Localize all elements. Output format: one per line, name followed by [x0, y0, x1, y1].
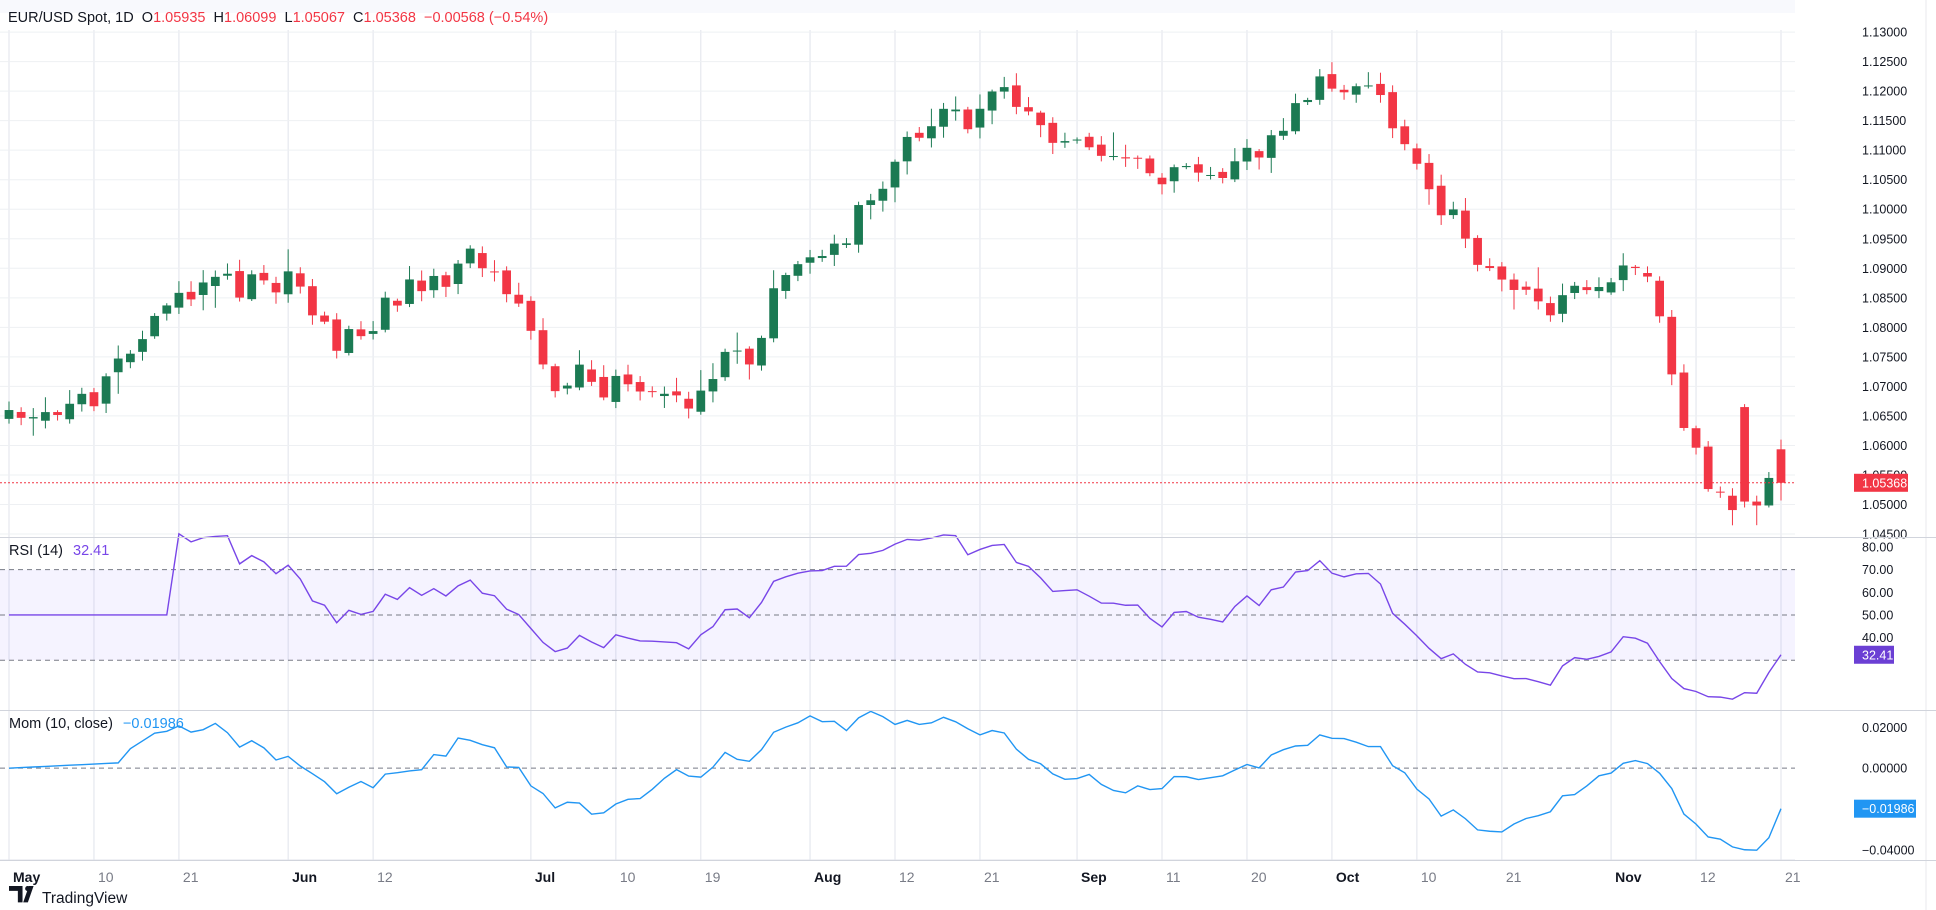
svg-text:21: 21: [1785, 869, 1801, 885]
svg-text:21: 21: [183, 869, 199, 885]
svg-text:Oct: Oct: [1336, 869, 1360, 885]
svg-text:1.08000: 1.08000: [1862, 321, 1907, 335]
svg-text:1.10500: 1.10500: [1862, 173, 1907, 187]
svg-text:RSI (14): RSI (14): [9, 543, 63, 559]
svg-text:12: 12: [377, 869, 393, 885]
svg-text:1.07500: 1.07500: [1862, 350, 1907, 364]
svg-text:70.00: 70.00: [1862, 563, 1893, 577]
svg-text:Nov: Nov: [1615, 869, 1642, 885]
svg-text:−0.01986: −0.01986: [1862, 802, 1915, 816]
svg-text:L: L: [276, 10, 292, 26]
svg-text:1.13000: 1.13000: [1862, 26, 1907, 40]
svg-text:11: 11: [1166, 869, 1181, 885]
svg-text:1.06500: 1.06500: [1862, 409, 1907, 423]
svg-text:Jul: Jul: [535, 869, 555, 885]
svg-text:May: May: [13, 869, 40, 885]
svg-text:−0.04000: −0.04000: [1862, 843, 1915, 857]
svg-text:1.09000: 1.09000: [1862, 262, 1907, 276]
svg-text:1.12500: 1.12500: [1862, 55, 1907, 69]
svg-text:1.05935: 1.05935: [153, 10, 205, 26]
svg-text:1.06099: 1.06099: [224, 10, 276, 26]
svg-text:12: 12: [899, 869, 915, 885]
svg-text:1.04500: 1.04500: [1862, 528, 1907, 542]
svg-text:1.10000: 1.10000: [1862, 203, 1907, 217]
svg-text:60.00: 60.00: [1862, 586, 1893, 600]
svg-text:C: C: [345, 10, 364, 26]
svg-text:1.11500: 1.11500: [1862, 114, 1906, 128]
svg-text:1.05067: 1.05067: [293, 10, 345, 26]
svg-text:10: 10: [620, 869, 636, 885]
svg-text:21: 21: [1506, 869, 1522, 885]
svg-text:Sep: Sep: [1081, 869, 1107, 885]
svg-text:32.41: 32.41: [1862, 648, 1893, 662]
svg-text:20: 20: [1251, 869, 1267, 885]
svg-text:21: 21: [984, 869, 1000, 885]
svg-text:12: 12: [1700, 869, 1716, 885]
svg-text:19: 19: [705, 869, 721, 885]
svg-text:Aug: Aug: [814, 869, 841, 885]
svg-text:10: 10: [98, 869, 114, 885]
svg-text:1.05368: 1.05368: [1862, 476, 1907, 490]
svg-text:1.08500: 1.08500: [1862, 291, 1907, 305]
svg-text:40.00: 40.00: [1862, 631, 1893, 645]
svg-text:1.07000: 1.07000: [1862, 380, 1907, 394]
svg-text:50.00: 50.00: [1862, 608, 1893, 622]
svg-text:1.06000: 1.06000: [1862, 439, 1907, 453]
svg-text:Jun: Jun: [292, 869, 317, 885]
svg-text:EUR/USD Spot, 1D: EUR/USD Spot, 1D: [8, 10, 134, 26]
svg-text:32.41: 32.41: [73, 543, 109, 559]
svg-text:−0.00568 (−0.54%): −0.00568 (−0.54%): [416, 10, 548, 26]
svg-text:TradingView: TradingView: [42, 890, 128, 907]
svg-text:80.00: 80.00: [1862, 541, 1893, 555]
svg-text:1.11000: 1.11000: [1862, 144, 1906, 158]
svg-text:1.12000: 1.12000: [1862, 85, 1907, 99]
svg-text:H: H: [205, 10, 224, 26]
svg-text:0.02000: 0.02000: [1862, 721, 1907, 735]
svg-text:−0.01986: −0.01986: [123, 716, 184, 732]
svg-text:1.05368: 1.05368: [364, 10, 416, 26]
svg-text:Mom (10, close): Mom (10, close): [9, 716, 113, 732]
svg-text:10: 10: [1421, 869, 1437, 885]
svg-text:1.09500: 1.09500: [1862, 232, 1907, 246]
svg-text:1.05000: 1.05000: [1862, 498, 1907, 512]
svg-text:O: O: [134, 10, 153, 26]
svg-text:0.00000: 0.00000: [1862, 762, 1907, 776]
